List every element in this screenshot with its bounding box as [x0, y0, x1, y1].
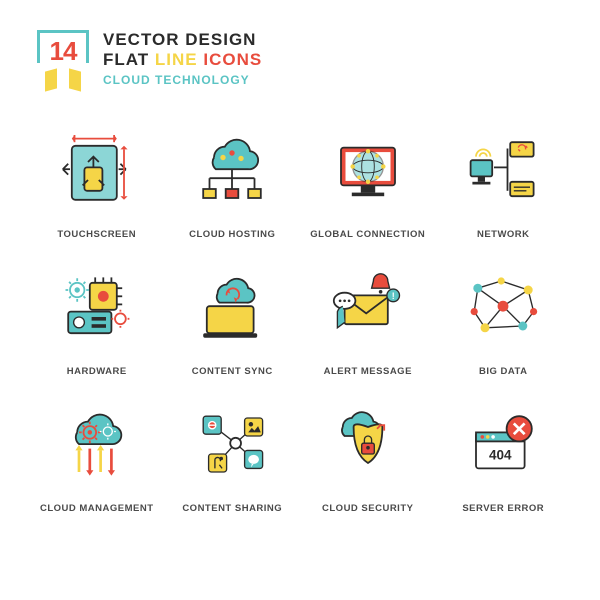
label: BIG DATA	[479, 366, 528, 377]
cell-cloud-security: CLOUD SECURITY	[306, 395, 430, 514]
label: HARDWARE	[67, 366, 127, 377]
count-badge: 14	[35, 30, 91, 96]
title-block: VECTOR DESIGN FLAT LINE ICONS CLOUD TECH…	[103, 30, 565, 87]
label: NETWORK	[477, 229, 530, 240]
cell-global-connection: GLOBAL CONNECTION	[306, 121, 430, 240]
big-data-icon	[453, 258, 553, 358]
content-sync-icon	[182, 258, 282, 358]
cloud-hosting-icon	[182, 121, 282, 221]
global-connection-icon	[318, 121, 418, 221]
cell-touchscreen: TOUCHSCREEN	[35, 121, 159, 240]
label: ALERT MESSAGE	[324, 366, 412, 377]
touchscreen-icon	[47, 121, 147, 221]
cell-cloud-management: CLOUD MANAGEMENT	[35, 395, 159, 514]
cell-server-error: 404 SERVER ERROR	[442, 395, 566, 514]
badge-number: 14	[35, 36, 91, 67]
cell-alert-message: ! ALERT MESSAGE	[306, 258, 430, 377]
label: CLOUD SECURITY	[322, 503, 413, 514]
alert-message-icon: !	[318, 258, 418, 358]
cell-cloud-hosting: CLOUD HOSTING	[171, 121, 295, 240]
title-line-2: FLAT LINE ICONS	[103, 50, 565, 70]
label: CONTENT SYNC	[192, 366, 273, 377]
icon-grid: TOUCHSCREEN CLOUD HOSTING	[35, 121, 565, 514]
content-sharing-icon	[182, 395, 282, 495]
svg-text:404: 404	[489, 447, 512, 462]
label: CLOUD MANAGEMENT	[40, 503, 154, 514]
cloud-management-icon	[47, 395, 147, 495]
label: CONTENT SHARING	[182, 503, 282, 514]
cell-big-data: BIG DATA	[442, 258, 566, 377]
label: SERVER ERROR	[462, 503, 544, 514]
label: GLOBAL CONNECTION	[310, 229, 425, 240]
label: CLOUD HOSTING	[189, 229, 275, 240]
header: 14 VECTOR DESIGN FLAT LINE ICONS CLOUD T…	[35, 30, 565, 96]
cell-hardware: HARDWARE	[35, 258, 159, 377]
hardware-icon	[47, 258, 147, 358]
subtitle: CLOUD TECHNOLOGY	[103, 73, 565, 87]
cell-network: NETWORK	[442, 121, 566, 240]
title-line-1: VECTOR DESIGN	[103, 30, 565, 50]
cell-content-sharing: CONTENT SHARING	[171, 395, 295, 514]
svg-text:!: !	[391, 291, 394, 301]
cloud-security-icon	[318, 395, 418, 495]
label: TOUCHSCREEN	[57, 229, 136, 240]
cell-content-sync: CONTENT SYNC	[171, 258, 295, 377]
network-icon	[453, 121, 553, 221]
server-error-icon: 404	[453, 395, 553, 495]
